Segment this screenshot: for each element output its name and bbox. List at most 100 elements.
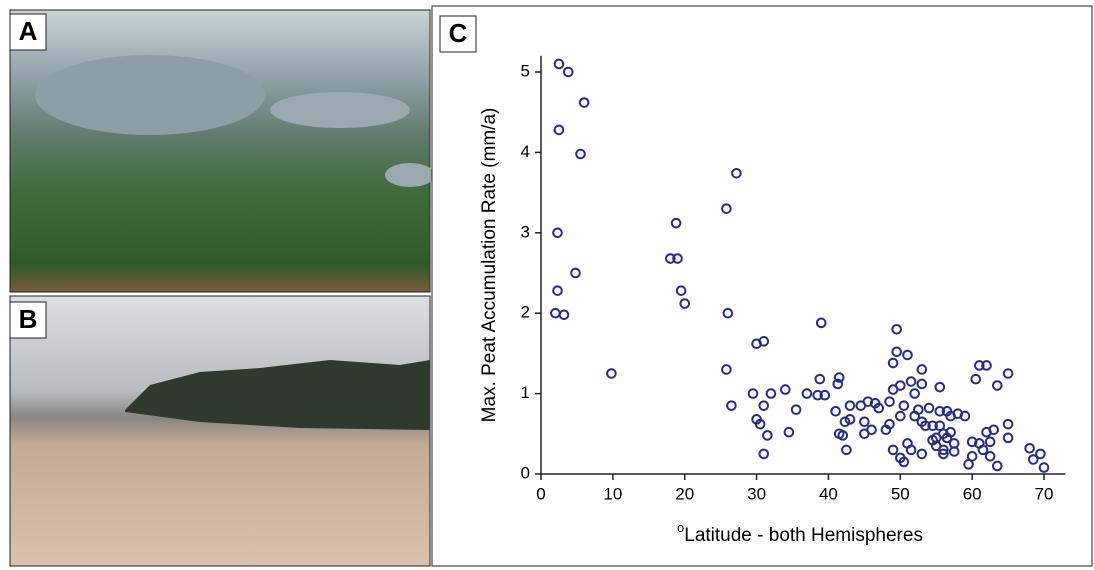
point: [839, 416, 851, 428]
point: [1027, 454, 1039, 465]
point: [873, 402, 885, 414]
point: [898, 400, 910, 411]
panel-label: A: [19, 16, 38, 46]
point: [747, 388, 759, 399]
point: [923, 402, 935, 414]
point: [1035, 448, 1046, 460]
point: [902, 349, 913, 361]
point: [665, 253, 676, 264]
x-tick-label: 40: [819, 484, 838, 503]
x-tick-label: 50: [891, 484, 910, 503]
point: [934, 405, 946, 417]
point: [916, 364, 928, 375]
point: [895, 380, 906, 391]
point: [977, 444, 989, 456]
point: [575, 148, 586, 160]
point: [812, 389, 823, 401]
point: [1002, 368, 1014, 379]
point: [837, 430, 849, 441]
point: [754, 418, 766, 430]
point: [884, 396, 895, 407]
point: [966, 451, 978, 462]
point: [552, 285, 563, 296]
point: [758, 336, 770, 347]
point: [758, 400, 770, 411]
point: [927, 420, 938, 432]
point: [938, 444, 949, 456]
point: [731, 168, 742, 179]
point: [895, 410, 906, 422]
photo-a: [9, 9, 435, 293]
x-label-text: Latitude - both Hemispheres: [684, 525, 923, 546]
point: [721, 203, 732, 214]
point: [984, 451, 996, 462]
point: [1038, 462, 1050, 473]
point: [948, 446, 960, 457]
point: [783, 426, 795, 438]
x-tick-label: 70: [1035, 484, 1054, 503]
label-c-box: [439, 15, 477, 53]
point: [814, 373, 826, 385]
point: [891, 323, 903, 335]
photo-b: [9, 295, 431, 567]
point: [578, 97, 590, 108]
y-axis-label: Max. Peat Accumulation Rate (mm/a): [479, 108, 500, 423]
point: [916, 448, 928, 460]
y-tick-label: 2: [521, 303, 530, 322]
point: [916, 378, 928, 390]
x-tick-label: 60: [963, 484, 982, 503]
point: [672, 253, 683, 264]
point: [1002, 432, 1014, 444]
point: [905, 376, 917, 387]
point: [558, 309, 570, 321]
y-tick-label: 0: [521, 463, 530, 482]
point: [762, 430, 773, 441]
point: [945, 426, 956, 438]
label-b-box: B: [9, 301, 47, 339]
point: [988, 424, 1000, 436]
point: [891, 346, 903, 358]
point: [765, 388, 777, 399]
point: [553, 124, 565, 136]
point: [905, 444, 917, 456]
point: [758, 448, 770, 460]
point: [938, 448, 949, 460]
point: [832, 378, 844, 390]
point: [1024, 442, 1035, 454]
panel-label: B: [19, 304, 38, 334]
point: [970, 373, 982, 385]
point: [790, 404, 802, 415]
point: [920, 420, 931, 432]
point: [780, 384, 791, 395]
point: [862, 396, 874, 407]
point: [670, 217, 682, 229]
y-tick-label: 3: [521, 222, 530, 241]
point: [859, 416, 870, 428]
panel-label: C: [449, 18, 468, 48]
point: [866, 424, 877, 436]
point: [606, 368, 617, 379]
point: [981, 360, 992, 371]
point: [841, 444, 852, 456]
y-tick-label: 5: [521, 61, 530, 80]
point: [887, 444, 899, 456]
point: [726, 400, 737, 411]
point: [966, 436, 978, 448]
point: [553, 58, 565, 70]
x-tick-label: 20: [675, 484, 694, 503]
point: [552, 227, 563, 239]
x-tick-label: 0: [536, 484, 545, 503]
point: [563, 66, 574, 78]
point: [830, 405, 841, 417]
point: [570, 267, 581, 279]
x-axis-label: oLatitude - both Hemispheres: [677, 520, 923, 546]
point: [934, 381, 946, 393]
x-tick-label: 30: [747, 484, 766, 503]
point: [721, 364, 732, 375]
point: [833, 372, 845, 383]
point: [984, 436, 996, 448]
point: [815, 317, 827, 329]
x-tick-label: 10: [603, 484, 622, 503]
